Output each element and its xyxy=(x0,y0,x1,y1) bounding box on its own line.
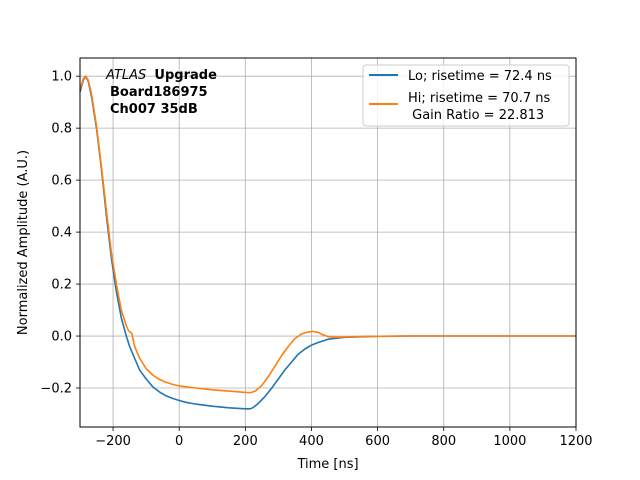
legend-box xyxy=(362,64,570,127)
atlas-annotation-line1: ATLAS Upgrade xyxy=(105,68,217,83)
x-tick-label: −200 xyxy=(95,434,131,449)
legend-entry-gain-ratio: Gain Ratio = 22.813 xyxy=(408,108,544,123)
x-tick-label: 0 xyxy=(175,434,183,449)
series-layer xyxy=(79,75,576,410)
x-tick-label: 1200 xyxy=(559,434,592,449)
x-tick-label: 600 xyxy=(365,434,390,449)
x-tick-label: 200 xyxy=(233,434,258,449)
series-line-hi xyxy=(79,75,576,394)
y-tick-label: −0.2 xyxy=(40,382,72,397)
atlas-upgrade: Upgrade xyxy=(154,68,217,83)
legend: Lo; risetime = 72.4 ns Hi; risetime = 70… xyxy=(362,64,570,127)
y-tick-label: 0.4 xyxy=(51,226,72,241)
channel-annotation: Ch007 35dB xyxy=(110,102,198,117)
x-tick-label: 1000 xyxy=(493,434,526,449)
y-tick-label: 1.0 xyxy=(51,70,72,85)
legend-entry-lo: Lo; risetime = 72.4 ns xyxy=(408,69,552,84)
y-tick-label: 0.6 xyxy=(51,174,72,189)
y-axis-label: Normalized Amplitude (A.U.) xyxy=(16,150,31,335)
plot-frame xyxy=(79,57,577,428)
x-tick-label: 400 xyxy=(299,434,324,449)
atlas-italic: ATLAS xyxy=(105,68,146,83)
y-tick-label: 0.0 xyxy=(51,330,72,345)
x-tick-label: 800 xyxy=(431,434,456,449)
legend-entry-hi: Hi; risetime = 70.7 ns xyxy=(408,91,550,106)
y-tick-label: 0.8 xyxy=(51,122,72,137)
y-tick-label: 0.2 xyxy=(51,278,72,293)
x-axis-label: Time [ns] xyxy=(296,457,358,472)
ticks: −200 0 200 400 600 800 1000 1200 −0.2 0.0 0.2 0.4 0.… xyxy=(40,70,592,449)
board-annotation: Board186975 xyxy=(110,85,208,100)
